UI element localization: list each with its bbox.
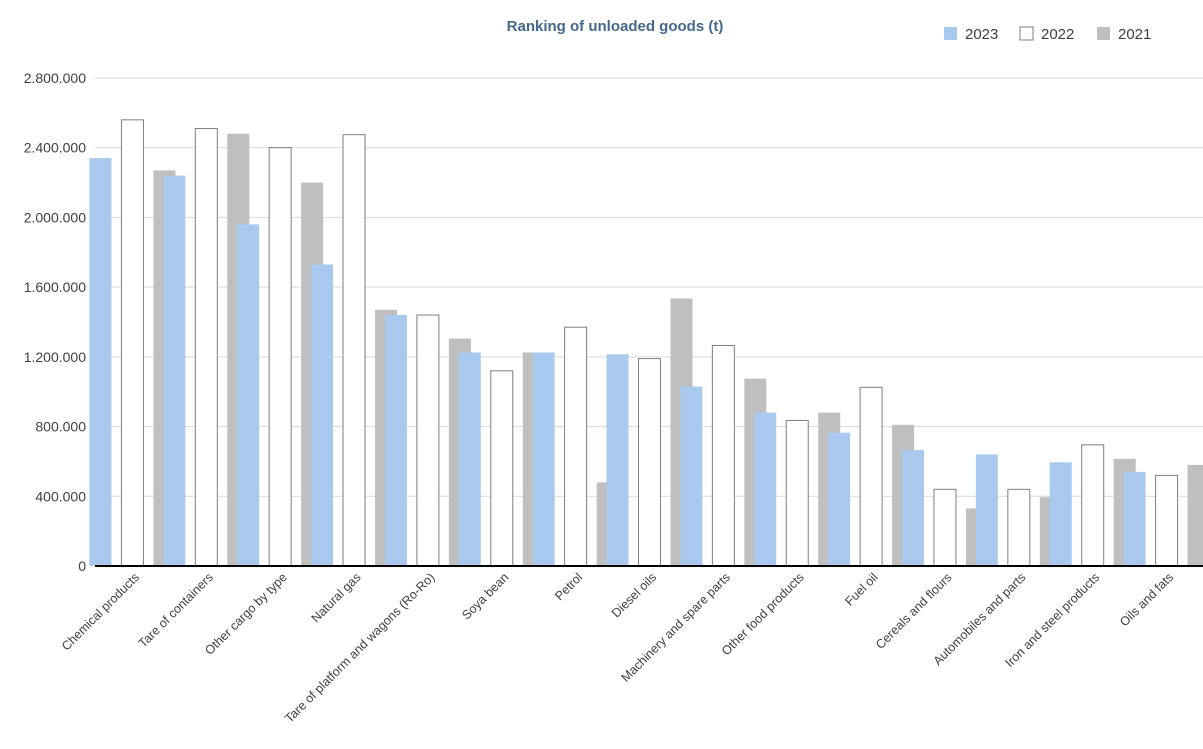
x-tick-label: Other cargo by type [202, 570, 290, 658]
bar-2023 [606, 354, 629, 566]
x-tick-label: Soya bean [459, 570, 511, 622]
y-tick-label: 1.600.000 [24, 279, 86, 295]
x-tick-label: Chemical products [59, 570, 142, 653]
bars [89, 119, 1203, 567]
x-tick-label: Diesel oils [609, 570, 659, 620]
chart-title: Ranking of unloaded goods (t) [507, 18, 724, 35]
x-tick-label: Fuel oil [842, 570, 880, 608]
x-tick-label: Oils and fats [1117, 570, 1176, 629]
y-tick-label: 400.000 [35, 488, 86, 504]
x-tick-label: Other food products [719, 570, 807, 658]
bar-2022 [638, 358, 661, 567]
x-tick-label: Petrol [552, 570, 585, 603]
x-tick-label: Tare of containers [136, 570, 216, 650]
legend-swatch-2021 [1097, 27, 1110, 40]
bar-2023 [754, 412, 777, 566]
bar-2022 [268, 147, 292, 567]
y-tick-label: 800.000 [35, 419, 86, 435]
y-axis-ticks: 0 400.000 800.000 1.200.000 1.600.000 2.000.0… [24, 70, 87, 574]
bar-2022 [342, 134, 366, 567]
bar-2022 [1081, 444, 1105, 567]
bar-2023 [311, 264, 334, 566]
x-tick-label: Cereals and flours [873, 570, 955, 652]
bar-2023 [901, 450, 924, 566]
bar-2023 [89, 158, 112, 566]
legend-swatch-2022 [1019, 26, 1034, 41]
y-tick-label: 0 [78, 558, 86, 574]
legend-swatch-2023 [944, 27, 957, 40]
bar-2022 [711, 345, 735, 567]
x-tick-label: Natural gas [309, 570, 364, 625]
bar-2023 [975, 454, 998, 566]
legend-label: 2021 [1118, 26, 1151, 43]
bar-2023 [1123, 471, 1146, 566]
bar-2022 [933, 488, 957, 567]
legend-label: 2022 [1041, 26, 1074, 43]
y-tick-label: 2.400.000 [24, 140, 86, 156]
y-tick-label: 1.200.000 [24, 349, 86, 365]
bar-2022 [194, 128, 218, 567]
bar-2023 [237, 224, 260, 566]
bar-2022 [120, 119, 144, 567]
bar-2023 [384, 315, 407, 566]
legend-label: 2023 [965, 26, 998, 43]
bar-2023 [828, 432, 851, 566]
legend: 2023 2022 2021 [944, 26, 1151, 43]
bar-2022 [1007, 488, 1031, 567]
x-tick-label: Tare of platform and wagons (Ro-Ro) [282, 570, 437, 725]
bar-2023 [532, 352, 555, 566]
bar-2022 [564, 326, 588, 567]
bar-2022 [416, 314, 440, 567]
bar-2023 [1049, 462, 1072, 566]
bar-2022 [1155, 474, 1179, 567]
y-tick-label: 2.800.000 [24, 70, 86, 86]
bar-2022 [859, 386, 883, 567]
bar-2021 [1187, 464, 1203, 566]
bar-2022 [490, 370, 514, 567]
y-tick-label: 2.000.000 [24, 209, 86, 225]
bar-2023 [163, 175, 186, 566]
bar-2022 [785, 419, 809, 567]
bar-2023 [680, 386, 703, 566]
bar-2023 [458, 352, 481, 566]
